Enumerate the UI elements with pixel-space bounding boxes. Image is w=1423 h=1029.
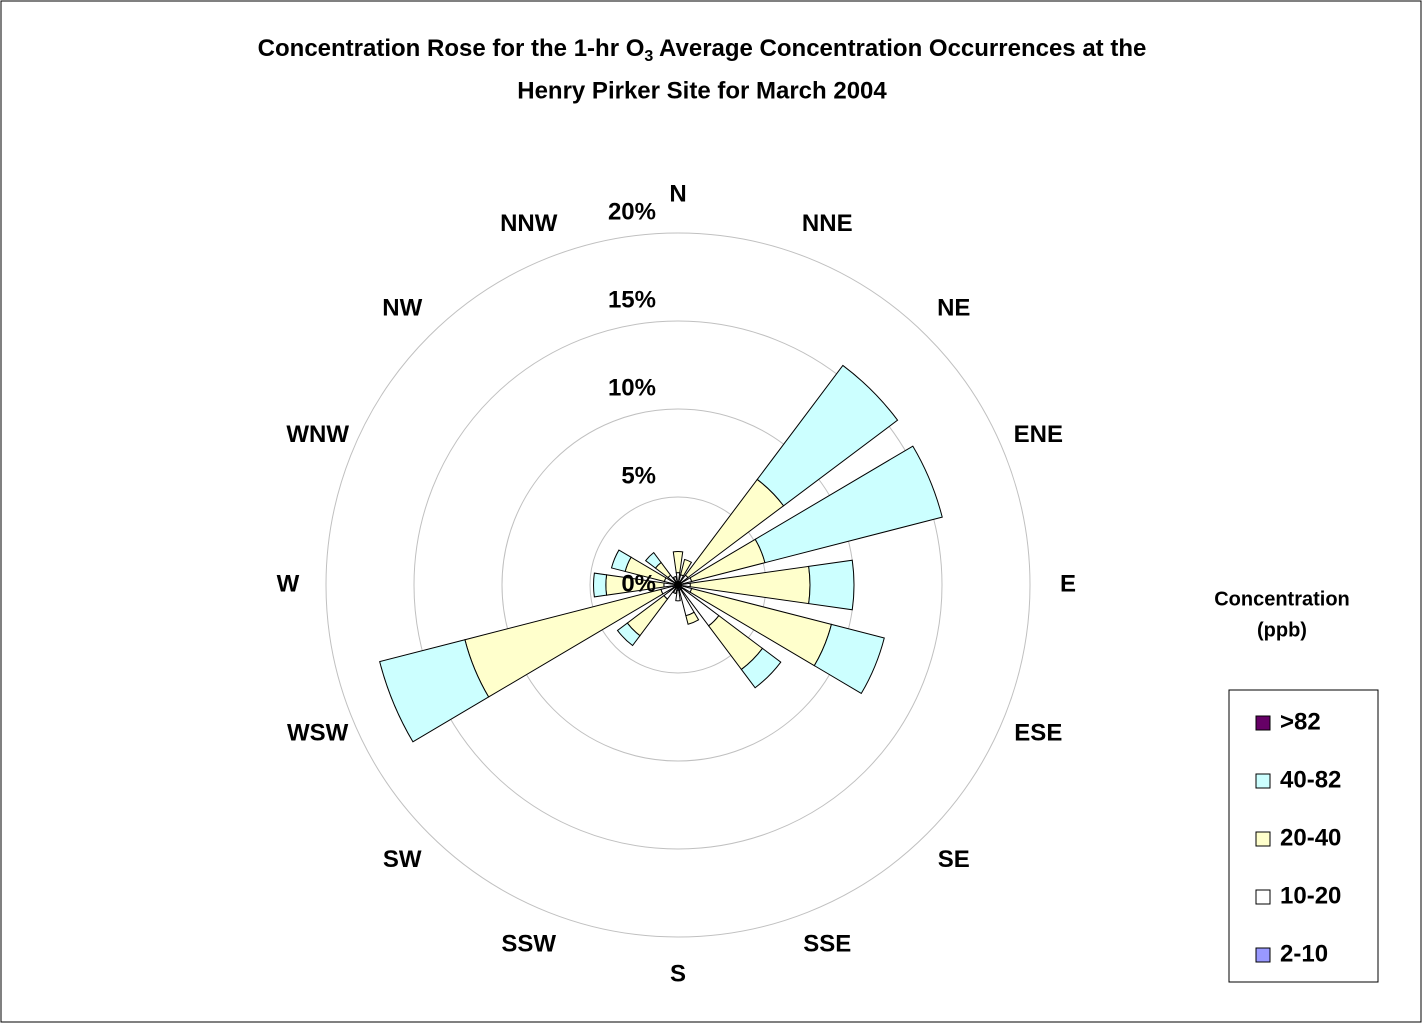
direction-label: ESE (1014, 720, 1062, 747)
rose-wedge (756, 364, 899, 507)
direction-label: W (277, 570, 300, 597)
direction-label: NNE (802, 210, 853, 237)
legend-label: 20-40 (1280, 824, 1341, 851)
rose-wedge (672, 575, 678, 583)
r-tick-label: 5% (621, 462, 656, 489)
direction-label: SE (938, 846, 970, 873)
legend-box (1228, 689, 1379, 983)
legend-title: (ppb) (1257, 619, 1307, 641)
chart-title: Henry Pirker Site for March 2004 (517, 77, 887, 104)
legend-swatch (1255, 889, 1271, 905)
r-tick-label: 15% (608, 286, 656, 313)
legend-swatch (1255, 947, 1271, 963)
direction-label: SW (383, 846, 422, 873)
legend-swatch (1255, 773, 1271, 789)
rose-wedge (593, 572, 608, 598)
legend-title: Concentration (1214, 588, 1350, 610)
rose-wedge (672, 551, 684, 574)
chart-title: Concentration Rose for the 1-hr O3 Avera… (258, 35, 1147, 65)
r-tick-label: 10% (608, 374, 656, 401)
rose-wedge (616, 622, 641, 647)
legend-swatch (1255, 715, 1271, 731)
rose-wedge (672, 587, 678, 595)
direction-label: NNW (500, 210, 558, 237)
legend-swatch (1255, 831, 1271, 847)
legend-label: >82 (1280, 708, 1321, 735)
rose-wedge (675, 589, 681, 602)
r-tick-label: 20% (608, 198, 656, 225)
direction-label: E (1060, 570, 1076, 597)
direction-label: NW (382, 295, 422, 322)
direction-label: WSW (287, 720, 349, 747)
direction-label: WNW (286, 421, 349, 448)
legend-label: 10-20 (1280, 882, 1341, 909)
direction-label: SSE (803, 931, 851, 958)
legend-label: 40-82 (1280, 766, 1341, 793)
grid-ring (413, 320, 943, 850)
r-tick-label: 0% (621, 570, 656, 597)
direction-label: S (670, 960, 686, 987)
rose-wedge (808, 559, 855, 611)
rose-wedge (379, 639, 490, 743)
rose-wedge (685, 611, 700, 625)
rose-wedge (740, 647, 782, 689)
direction-label: SSW (501, 931, 556, 958)
direction-label: NE (937, 295, 970, 322)
rose-wedge (610, 549, 632, 573)
rose-wedge (754, 445, 943, 564)
rose-wedge (813, 623, 885, 695)
grid-ring (325, 232, 1031, 938)
legend-label: 2-10 (1280, 940, 1328, 967)
direction-label: N (669, 180, 686, 207)
rose-wedge (680, 558, 693, 577)
rose-wedge (644, 551, 662, 569)
direction-label: ENE (1014, 421, 1063, 448)
